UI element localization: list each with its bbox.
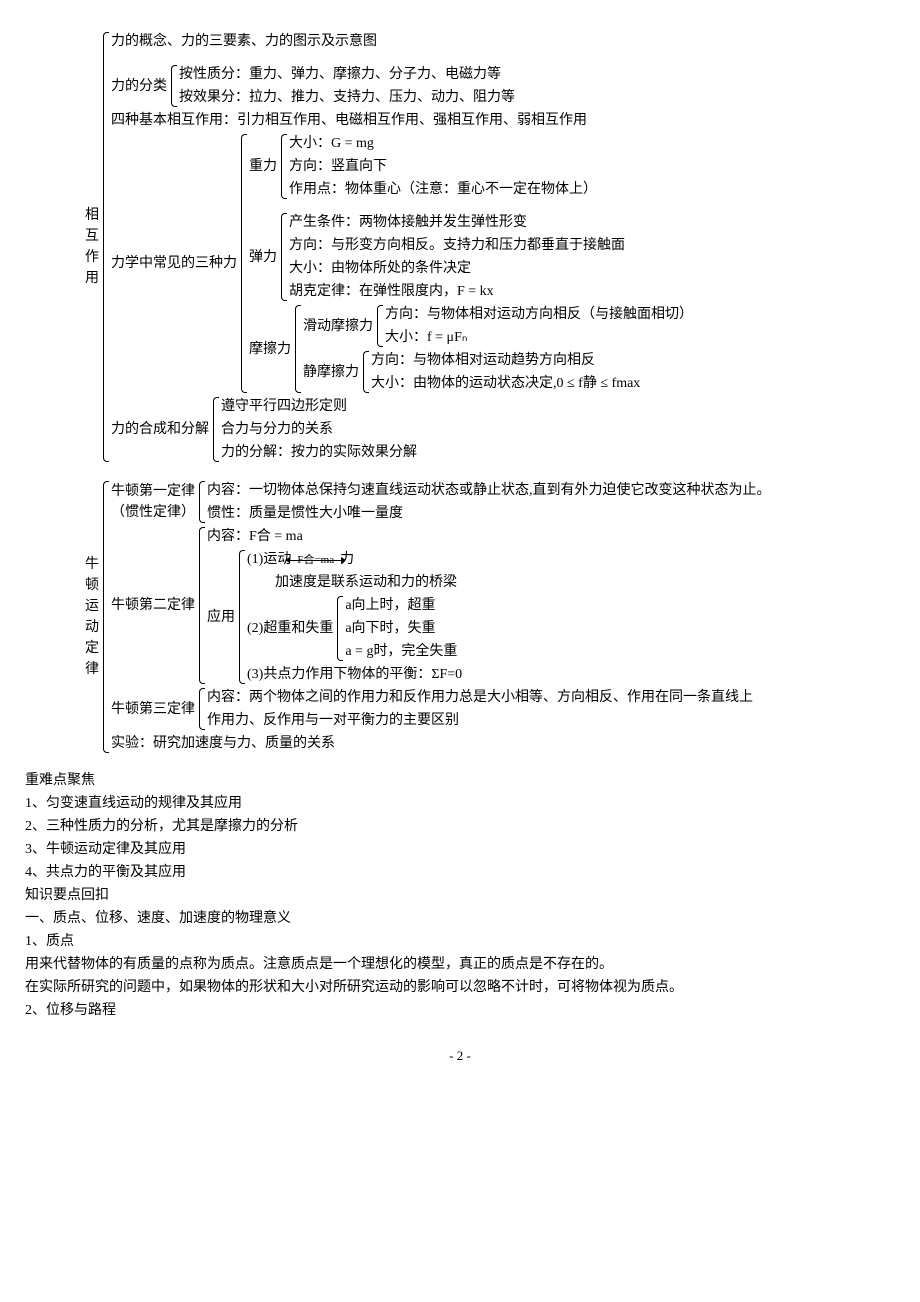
classify-label: 力的分类 [111, 63, 169, 109]
law2-label: 牛顿第二定律 [111, 525, 197, 686]
three-forces-label: 力学中常见的三种力 [111, 132, 239, 395]
law2-app2b: a向下时，失重 [345, 617, 457, 640]
elastic-c: 大小：由物体所处的条件决定 [289, 257, 625, 280]
slide-label: 滑动摩擦力 [303, 303, 375, 349]
law1-label: 牛顿第一定律（惯性定律） [111, 479, 197, 525]
compose-a: 遵守平行四边形定则 [221, 395, 417, 418]
elastic-b: 方向：与形变方向相反。支持力和压力都垂直于接触面 [289, 234, 625, 257]
experiment: 实验：研究加速度与力、质量的关系 [111, 732, 771, 755]
gravity-c: 作用点：物体重心（注意：重心不一定在物体上） [289, 178, 597, 201]
diagram-interaction: 相 互 作 用 力的概念、力的三要素、力的图示及示意图 力的分类 按性质分：重力… [85, 30, 895, 464]
law2-app3: (3)共点力作用下物体的平衡：ΣF=0 [247, 663, 462, 686]
point-1b: 在实际所研究的问题中，如果物体的形状和大小对所研究运动的影响可以忽略不计时，可将… [25, 977, 895, 998]
law3-a: 内容：两个物体之间的作用力和反作用力总是大小相等、方向相反、作用在同一条直线上 [207, 686, 753, 709]
concept-line: 力的概念、力的三要素、力的图示及示意图 [111, 30, 693, 53]
law3-label: 牛顿第三定律 [111, 686, 197, 732]
section-1: 一、质点、位移、速度、加速度的物理意义 [25, 908, 895, 929]
point-1: 1、质点 [25, 931, 895, 952]
static-a: 方向：与物体相对运动趋势方向相反 [371, 349, 640, 372]
gravity-b: 方向：竖直向下 [289, 155, 597, 178]
elastic-d: 胡克定律：在弹性限度内，F = kx [289, 280, 625, 303]
heading-focus: 重难点聚焦 [25, 770, 895, 791]
law2-app1: (1)运动F合=ma力 [247, 548, 462, 571]
friction-label: 摩擦力 [249, 303, 293, 395]
law2-app2a: a向上时，超重 [345, 594, 457, 617]
four-interactions: 四种基本相互作用：引力相互作用、电磁相互作用、强相互作用、弱相互作用 [111, 109, 693, 132]
classify-a: 按性质分：重力、弹力、摩擦力、分子力、电磁力等 [179, 63, 515, 86]
compose-label: 力的合成和分解 [111, 395, 211, 464]
heading-review: 知识要点回扣 [25, 885, 895, 906]
compose-b: 合力与分力的关系 [221, 418, 417, 441]
slide-a: 方向：与物体相对运动方向相反（与接触面相切） [385, 303, 693, 326]
classify-b: 按效果分：拉力、推力、支持力、压力、动力、阻力等 [179, 86, 515, 109]
focus-4: 4、共点力的平衡及其应用 [25, 862, 895, 883]
focus-2: 2、三种性质力的分析，尤其是摩擦力的分析 [25, 816, 895, 837]
law1-a: 内容：一切物体总保持匀速直线运动状态或静止状态,直到有外力迫使它改变这种状态为止… [207, 479, 771, 502]
diagram-newton: 牛 顿 运 动 定 律 牛顿第一定律（惯性定律） 内容：一切物体总保持匀速直线运… [85, 479, 895, 755]
static-b: 大小：由物体的运动状态决定,0 ≤ f静 ≤ fmax [371, 372, 640, 395]
law2-app2-label: (2)超重和失重 [247, 594, 335, 663]
law2-app2c: a = g时，完全失重 [345, 640, 457, 663]
elastic-a: 产生条件：两物体接触并发生弹性形变 [289, 211, 625, 234]
gravity-label: 重力 [249, 132, 279, 201]
law2-content: 内容：F合 = ma [207, 525, 462, 548]
gravity-a: 大小：G = mg [289, 132, 597, 155]
slide-b: 大小：f = μFₙ [385, 326, 693, 349]
body-text: 重难点聚焦 1、匀变速直线运动的规律及其应用 2、三种性质力的分析，尤其是摩擦力… [25, 770, 895, 1021]
point-1a: 用来代替物体的有质量的点称为质点。注意质点是一个理想化的模型，真正的质点是不存在… [25, 954, 895, 975]
static-label: 静摩擦力 [303, 349, 361, 395]
page-number: - 2 - [25, 1046, 895, 1066]
law2-app1c: 加速度是联系运动和力的桥梁 [247, 571, 462, 594]
root-label-2: 牛 顿 运 动 定 律 [85, 479, 101, 755]
elastic-label: 弹力 [249, 211, 279, 303]
law3-b: 作用力、反作用与一对平衡力的主要区别 [207, 709, 753, 732]
point-2: 2、位移与路程 [25, 1000, 895, 1021]
compose-c: 力的分解：按力的实际效果分解 [221, 441, 417, 464]
law2-app-label: 应用 [207, 548, 237, 686]
law1-b: 惯性：质量是惯性大小唯一量度 [207, 502, 771, 525]
focus-3: 3、牛顿运动定律及其应用 [25, 839, 895, 860]
root-label-1: 相 互 作 用 [85, 30, 101, 464]
focus-1: 1、匀变速直线运动的规律及其应用 [25, 793, 895, 814]
